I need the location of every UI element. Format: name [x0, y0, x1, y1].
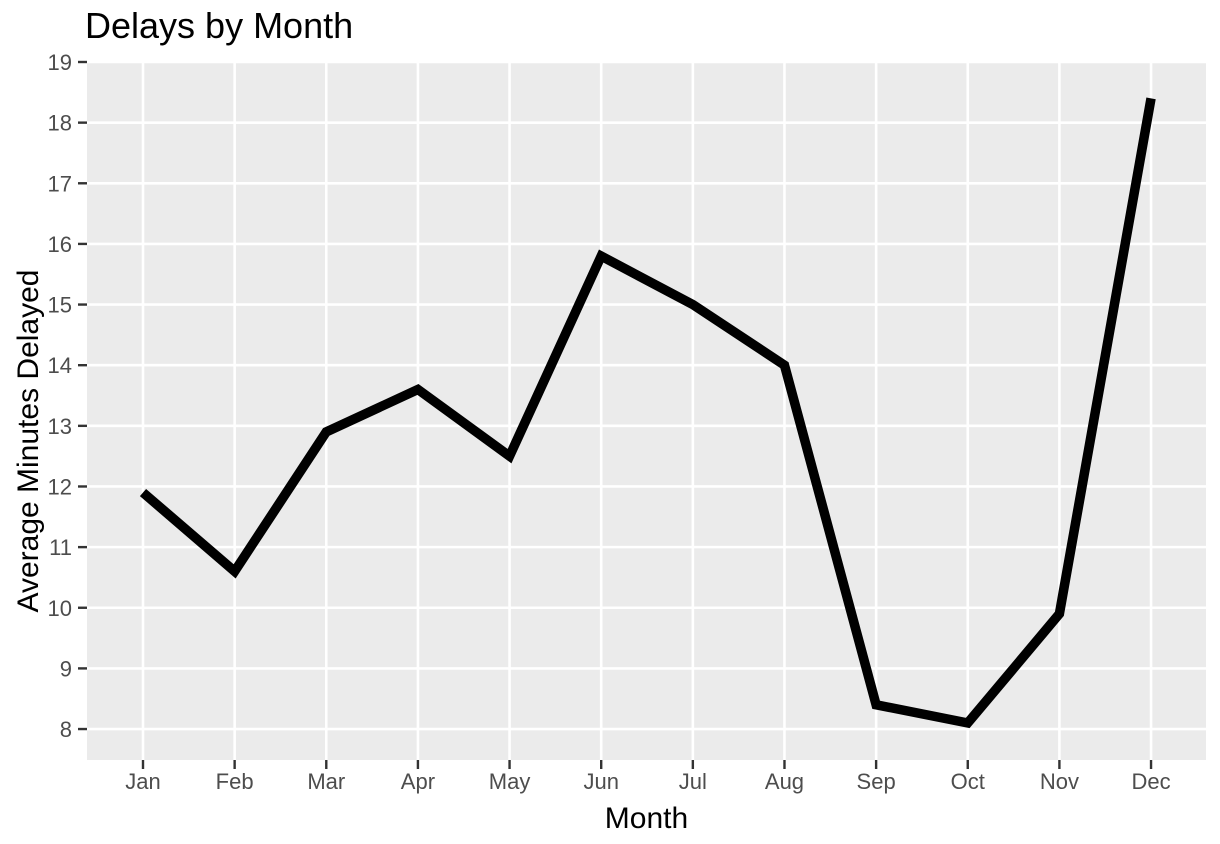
- data-line-series: [139, 97, 1156, 729]
- x-tick-label: Jun: [583, 769, 618, 794]
- y-tick-label: 14: [48, 353, 72, 378]
- y-tick-label: 9: [60, 656, 72, 681]
- x-tick-label: May: [489, 769, 531, 794]
- chart-title: Delays by Month: [85, 5, 354, 46]
- y-tick-label: 10: [48, 596, 72, 621]
- x-tick-label: Jul: [679, 769, 707, 794]
- y-tick-label: 8: [60, 717, 72, 742]
- y-axis-title: Average Minutes Delayed: [12, 269, 45, 613]
- y-tick-label: 17: [48, 171, 72, 196]
- y-tick-label: 18: [48, 111, 72, 136]
- x-tick-label: Apr: [401, 769, 435, 794]
- x-tick-label: Dec: [1131, 769, 1170, 794]
- x-tick-label: Oct: [951, 769, 985, 794]
- y-tick-label: 11: [49, 535, 72, 560]
- x-tick-label: Feb: [216, 769, 254, 794]
- x-tick-label: Sep: [857, 769, 896, 794]
- x-tick-label: Nov: [1040, 769, 1079, 794]
- x-tick-label: Jan: [125, 769, 160, 794]
- y-tick-label: 13: [48, 414, 72, 439]
- y-tick-label: 19: [48, 50, 72, 75]
- y-tick-label: 12: [48, 474, 72, 499]
- x-tick-label: Aug: [765, 769, 804, 794]
- panel-background: [87, 62, 1206, 760]
- x-tick-label: Mar: [307, 769, 345, 794]
- y-tick-label: 15: [48, 293, 72, 318]
- y-tick-label: 16: [48, 232, 72, 257]
- x-axis-title: Month: [604, 802, 689, 835]
